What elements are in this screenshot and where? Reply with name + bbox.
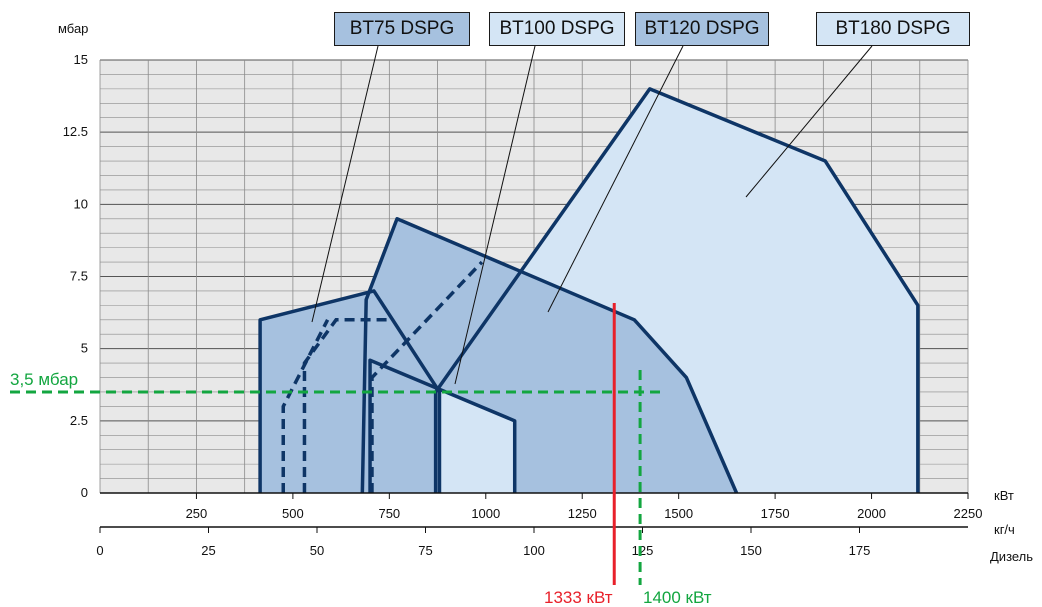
x-tick-label-kg: 75 [418, 543, 432, 558]
x-tick-label-kg: 150 [740, 543, 762, 558]
y-tick-label: 7.5 [70, 269, 88, 284]
x-tick-label-kw: 250 [186, 506, 208, 521]
legend-leader-3 [745, 45, 873, 198]
x-tick-label-kw: 1000 [471, 506, 500, 521]
y-axis-unit: мбар [58, 21, 88, 36]
area-outline-1 [360, 217, 739, 494]
y-tick-label: 2.5 [70, 413, 88, 428]
x-tick-label-kg: 125 [632, 543, 654, 558]
dashed-limit-0 [281, 319, 330, 493]
x-tick-label-kw: 1500 [664, 506, 693, 521]
x-tick-label-kw: 1250 [568, 506, 597, 521]
x-tick-label-kw: 500 [282, 506, 304, 521]
dashed-limit-2 [370, 260, 484, 493]
pressure-label: 3,5 мбар [10, 370, 78, 389]
x-axis-unit-kw: кВт [994, 488, 1014, 503]
x-tick-label-kw: 2000 [857, 506, 886, 521]
x-tick-label-kg: 0 [96, 543, 103, 558]
legend-bt120: BT120 DSPG [635, 12, 769, 46]
legend-leader-1 [454, 45, 536, 385]
x-tick-label-kw: 750 [378, 506, 400, 521]
y-tick-label: 12.5 [63, 124, 88, 139]
red-marker-label: 1333 кВт [544, 588, 613, 607]
y-tick-label: 0 [81, 485, 88, 500]
legend-leader-2 [547, 45, 684, 313]
y-tick-label: 15 [74, 52, 88, 67]
dashed-limit-1 [302, 318, 394, 493]
legend-bt180: BT180 DSPG [816, 12, 970, 46]
area-outline-3 [258, 289, 442, 493]
x-tick-label-kg: 175 [849, 543, 871, 558]
x-tick-label-kw: 2250 [954, 506, 983, 521]
legend-bt100: BT100 DSPG [489, 12, 625, 46]
y-tick-label: 5 [81, 341, 88, 356]
green-marker-label: 1400 кВт [643, 588, 712, 607]
x-axis-unit-kg: кг/ч [994, 522, 1015, 537]
x-tick-label-kg: 50 [310, 543, 324, 558]
legend-bt75: BT75 DSPG [334, 12, 470, 46]
legend-leader-0 [311, 45, 379, 323]
y-tick-label: 10 [74, 196, 88, 211]
x-tick-label-kw: 1750 [761, 506, 790, 521]
area-outline-0 [433, 87, 920, 493]
x-axis-fuel-label: Дизель [990, 549, 1033, 564]
x-tick-label-kg: 25 [201, 543, 215, 558]
x-tick-label-kg: 100 [523, 543, 545, 558]
